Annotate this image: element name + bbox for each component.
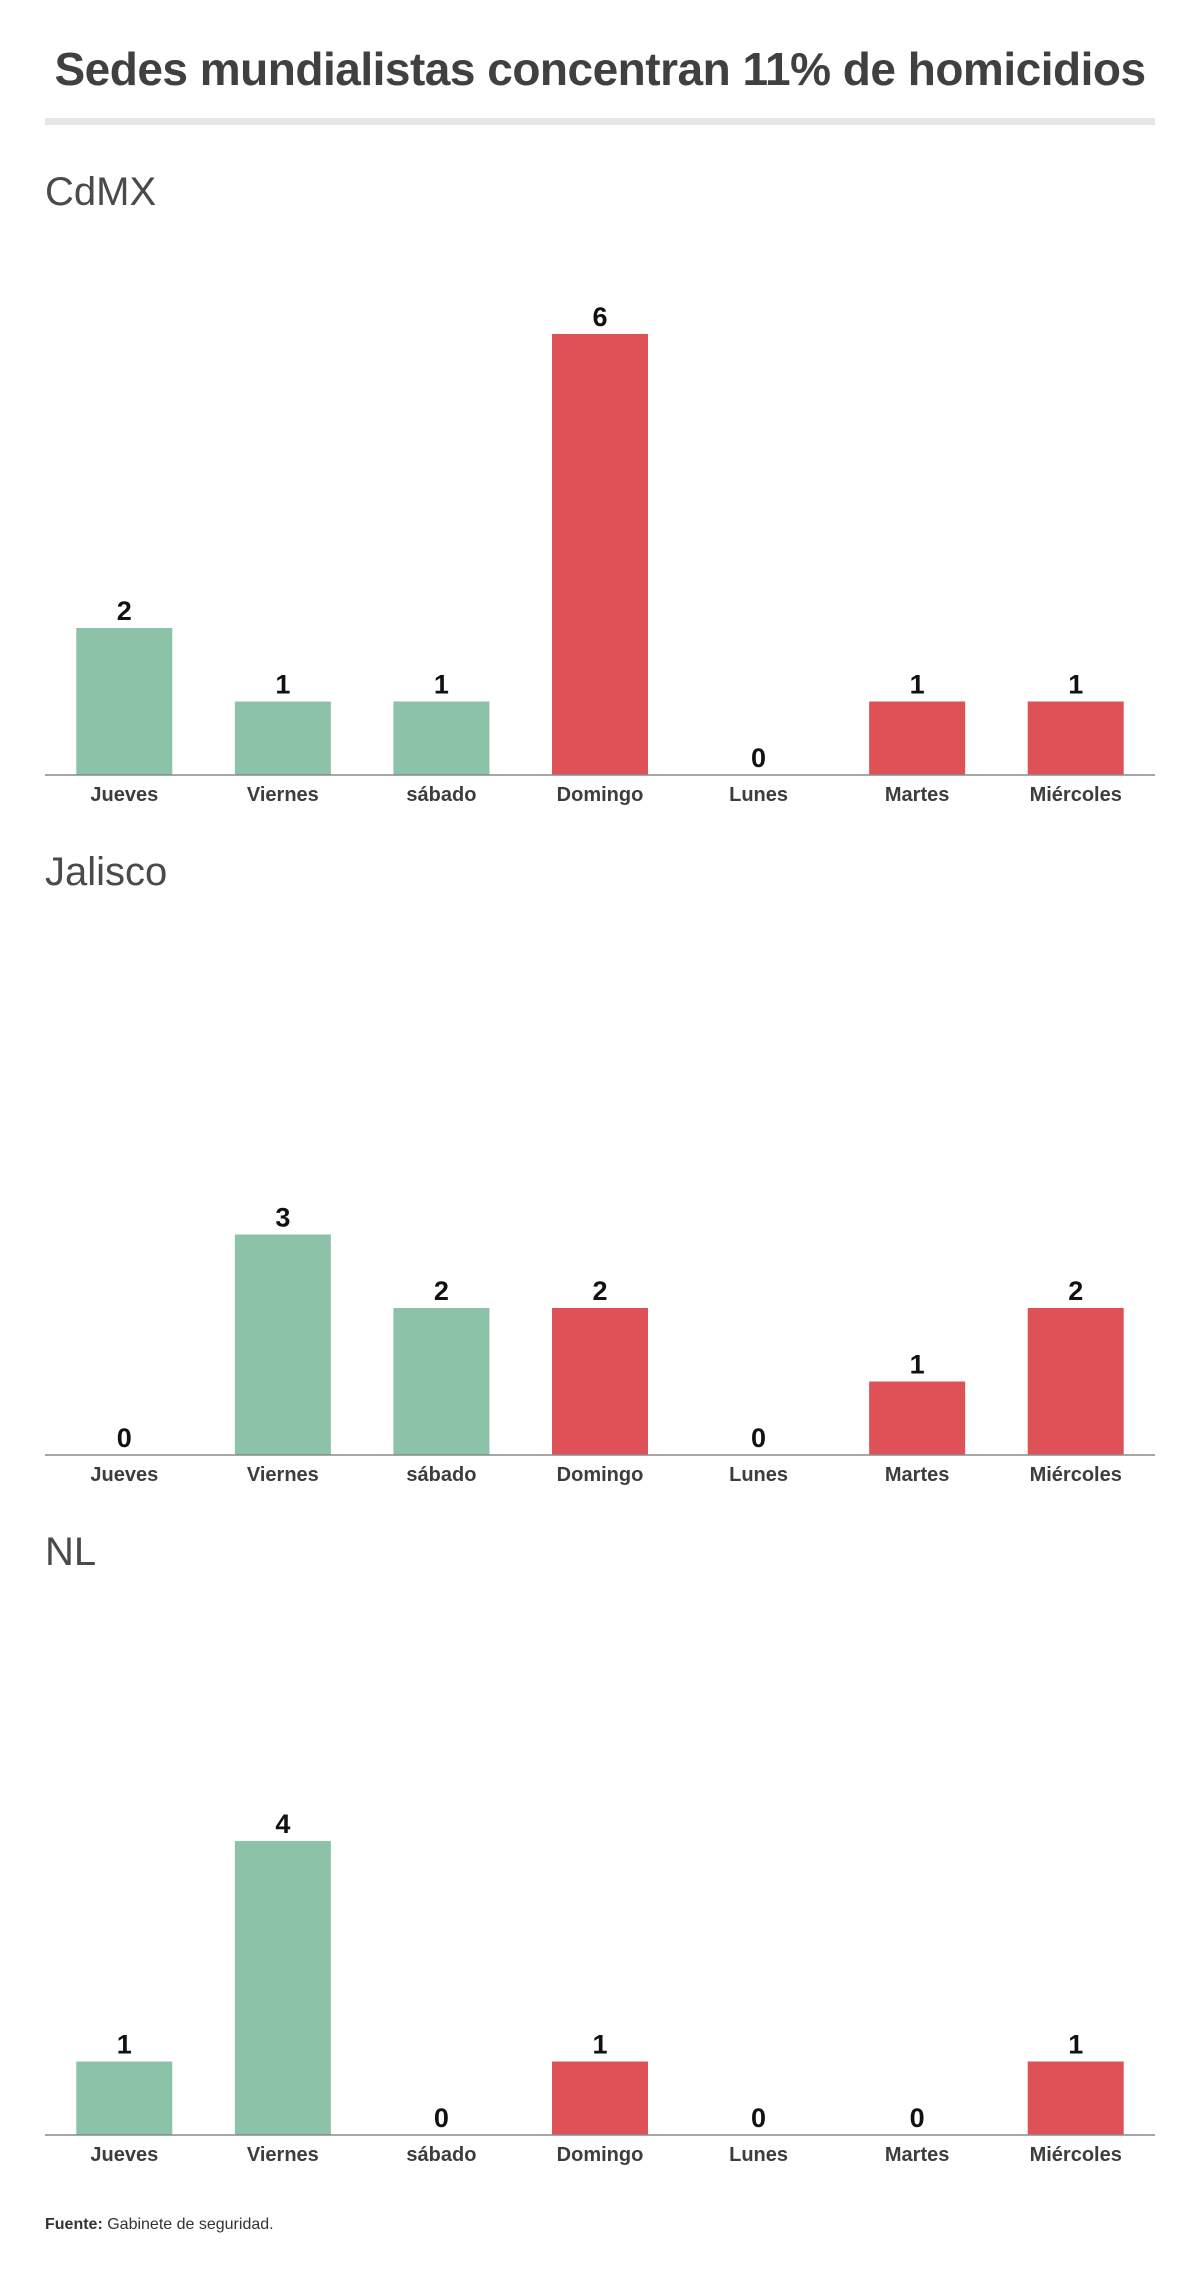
x-tick-label: Lunes	[729, 784, 788, 806]
data-label: 2	[592, 1276, 607, 1306]
panel-title: CdMX	[45, 170, 157, 214]
x-tick-label: Lunes	[729, 2144, 788, 2166]
data-label: 1	[910, 670, 925, 700]
bar-sábado	[393, 701, 490, 775]
data-label: 6	[592, 302, 607, 332]
x-tick-label: Martes	[885, 784, 949, 806]
chart-panel-jalisco: Jalisco 0 Jueves 3 Viernes 2 sábado 2 Domingo 0 L…	[0, 850, 1200, 1490]
x-tick-label: sábado	[406, 2144, 476, 2166]
chart-panel-cdmx: CdMX 2 Jueves 1 Viernes 1 sábado 6 Domingo 0 Lune…	[0, 170, 1200, 810]
data-label: 1	[275, 670, 290, 700]
bar-miércoles	[1027, 701, 1124, 775]
bar-jueves	[76, 628, 173, 775]
x-tick-label: Jueves	[90, 784, 158, 806]
x-tick-label: Viernes	[247, 784, 319, 806]
data-label: 2	[434, 1276, 449, 1306]
bar-miércoles	[1027, 1308, 1124, 1455]
chart-panel-nl: NL 1 Jueves 4 Viernes 0 sábado 1 Domingo 0 Lunes 0…	[0, 1530, 1200, 2170]
data-label: 4	[275, 1809, 290, 1839]
x-tick-label: Miércoles	[1030, 1464, 1122, 1486]
x-tick-label: sábado	[406, 1464, 476, 1486]
data-label: 0	[434, 2103, 449, 2133]
data-label: 1	[910, 1350, 925, 1380]
x-tick-label: Jueves	[90, 2144, 158, 2166]
x-tick-label: sábado	[406, 784, 476, 806]
data-label: 1	[1068, 2030, 1083, 2060]
x-tick-label: Martes	[885, 2144, 949, 2166]
x-tick-label: Miércoles	[1030, 2144, 1122, 2166]
bar-chart-svg: 0 Jueves 3 Viernes 2 sábado 2 Domingo 0 Lunes 1 Mar…	[45, 1203, 1155, 1486]
bar-viernes	[234, 1841, 331, 2135]
x-tick-label: Viernes	[247, 2144, 319, 2166]
x-tick-label: Viernes	[247, 1464, 319, 1486]
data-label: 0	[751, 2103, 766, 2133]
source-note: Fuente: Gabinete de seguridad.	[45, 2216, 274, 2234]
x-tick-label: Martes	[885, 1464, 949, 1486]
bar-jueves	[76, 2061, 173, 2135]
data-label: 1	[592, 2030, 607, 2060]
bar-viernes	[234, 1234, 331, 1455]
bar-viernes	[234, 701, 331, 775]
panel-title: NL	[45, 1530, 97, 1574]
data-label: 0	[910, 2103, 925, 2133]
source-text: Gabinete de seguridad.	[107, 2216, 274, 2233]
chart-title: Sedes mundialistas concentran 11% de hom…	[54, 43, 1146, 95]
x-tick-label: Miércoles	[1030, 784, 1122, 806]
bar-martes	[869, 1381, 966, 1455]
x-tick-label: Domingo	[557, 784, 644, 806]
bar-miércoles	[1027, 2061, 1124, 2135]
data-label: 3	[275, 1203, 290, 1233]
data-label: 2	[117, 596, 132, 626]
data-label: 0	[117, 1423, 132, 1453]
panel-title: Jalisco	[45, 850, 168, 894]
bar-domingo	[552, 1308, 648, 1455]
bar-martes	[869, 701, 966, 775]
bar-chart-svg: 1 Jueves 4 Viernes 0 sábado 1 Domingo 0 Lunes 0 Mar…	[45, 1809, 1155, 2166]
data-label: 1	[434, 670, 449, 700]
bar-domingo	[552, 2061, 648, 2135]
source-label: Fuente:	[45, 2216, 103, 2233]
x-tick-label: Domingo	[557, 2144, 644, 2166]
data-label: 0	[751, 743, 766, 773]
x-tick-label: Lunes	[729, 1464, 788, 1486]
bar-sábado	[393, 1308, 490, 1455]
bar-chart-svg: 2 Jueves 1 Viernes 1 sábado 6 Domingo 0 Lunes 1 Mar…	[45, 302, 1155, 806]
data-label: 1	[117, 2030, 132, 2060]
data-label: 2	[1068, 1276, 1083, 1306]
title-divider	[45, 118, 1155, 125]
bar-domingo	[552, 334, 648, 775]
x-tick-label: Domingo	[557, 1464, 644, 1486]
data-label: 1	[1068, 670, 1083, 700]
x-tick-label: Jueves	[90, 1464, 158, 1486]
data-label: 0	[751, 1423, 766, 1453]
